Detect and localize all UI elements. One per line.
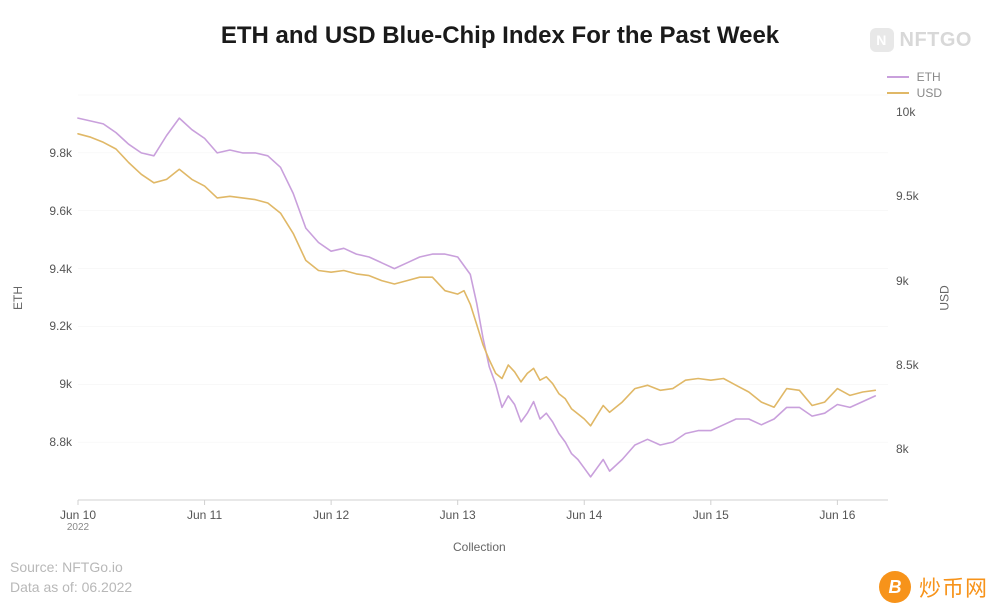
source-line-2: Data as of: 06.2022 xyxy=(10,579,132,595)
legend: ETH USD xyxy=(887,70,942,102)
y-left-tick: 9k xyxy=(36,377,72,391)
legend-label-usd: USD xyxy=(917,86,942,100)
y-right-tick: 8k xyxy=(896,442,909,456)
coin-icon: B xyxy=(879,571,911,603)
footer-logo: B 炒币网 xyxy=(879,571,988,603)
legend-item-usd: USD xyxy=(887,86,942,100)
watermark-text: NFTGO xyxy=(900,29,973,52)
x-tick: Jun 13 xyxy=(440,508,476,522)
source-line-1: Source: NFTGo.io xyxy=(10,559,123,575)
watermark: N NFTGO xyxy=(870,28,973,52)
y-right-tick: 8.5k xyxy=(896,358,919,372)
y-left-tick: 9.4k xyxy=(36,262,72,276)
y-left-tick: 8.8k xyxy=(36,435,72,449)
y-right-tick: 9.5k xyxy=(896,189,919,203)
y-left-tick: 9.2k xyxy=(36,319,72,333)
legend-label-eth: ETH xyxy=(917,70,941,84)
legend-swatch-eth xyxy=(887,76,909,78)
watermark-icon: N xyxy=(870,28,894,52)
chart-title: ETH and USD Blue-Chip Index For the Past… xyxy=(0,22,1000,50)
x-tick: Jun 15 xyxy=(693,508,729,522)
y-left-tick: 9.8k xyxy=(36,146,72,160)
y-right-axis-label: USD xyxy=(938,285,952,310)
legend-swatch-usd xyxy=(887,92,909,94)
x-tick: Jun 16 xyxy=(819,508,855,522)
y-right-tick: 9k xyxy=(896,274,909,288)
plot-area xyxy=(78,95,888,500)
chart-container: ETH and USD Blue-Chip Index For the Past… xyxy=(0,0,1000,611)
y-left-axis-label: ETH xyxy=(11,286,25,310)
x-tick: Jun 12 xyxy=(313,508,349,522)
legend-item-eth: ETH xyxy=(887,70,942,84)
y-right-tick: 10k xyxy=(896,105,915,119)
x-tick: Jun 11 xyxy=(187,508,222,522)
footer-text: 炒币网 xyxy=(919,571,988,603)
x-axis-label: Collection xyxy=(453,540,506,554)
x-tick: Jun 14 xyxy=(566,508,602,522)
plot-svg xyxy=(78,95,888,500)
y-left-tick: 9.6k xyxy=(36,204,72,218)
x-tick: Jun 102022 xyxy=(60,508,96,533)
